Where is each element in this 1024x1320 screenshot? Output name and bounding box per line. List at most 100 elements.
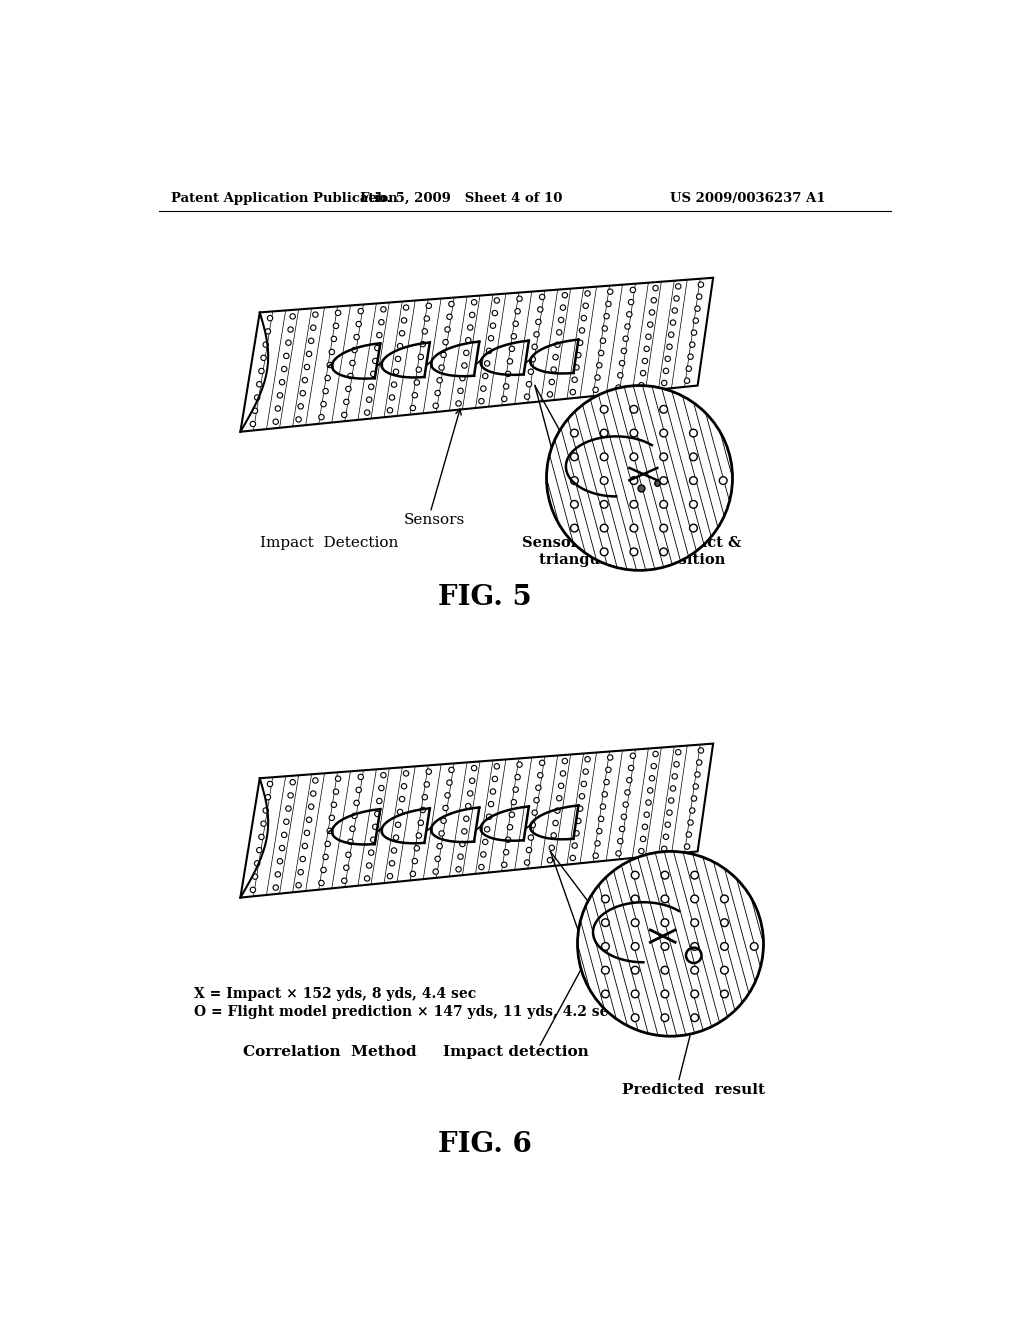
Circle shape	[667, 345, 672, 350]
Circle shape	[348, 374, 353, 379]
Circle shape	[647, 322, 653, 327]
Circle shape	[318, 880, 325, 886]
Circle shape	[572, 843, 578, 849]
Circle shape	[629, 300, 634, 305]
Circle shape	[623, 801, 629, 808]
Circle shape	[524, 393, 529, 400]
Circle shape	[517, 762, 522, 767]
Circle shape	[280, 845, 285, 851]
Circle shape	[538, 772, 543, 777]
Circle shape	[551, 367, 556, 372]
Circle shape	[444, 327, 451, 333]
Circle shape	[375, 812, 380, 817]
Circle shape	[327, 362, 333, 368]
Circle shape	[615, 385, 622, 391]
Circle shape	[439, 830, 444, 836]
Circle shape	[689, 808, 695, 813]
Circle shape	[617, 838, 623, 843]
Polygon shape	[241, 743, 713, 898]
Circle shape	[696, 760, 701, 766]
Circle shape	[365, 875, 370, 882]
Circle shape	[482, 374, 488, 379]
Circle shape	[631, 919, 639, 927]
Circle shape	[439, 364, 444, 371]
Text: FIG. 5: FIG. 5	[437, 583, 531, 611]
Circle shape	[257, 381, 262, 387]
Circle shape	[286, 341, 291, 346]
Circle shape	[600, 548, 608, 556]
Circle shape	[486, 348, 492, 354]
Circle shape	[549, 845, 555, 850]
Circle shape	[689, 477, 697, 484]
Circle shape	[631, 966, 639, 974]
Circle shape	[630, 405, 638, 413]
Text: Feb. 5, 2009   Sheet 4 of 10: Feb. 5, 2009 Sheet 4 of 10	[360, 191, 562, 205]
Circle shape	[630, 548, 638, 556]
Circle shape	[306, 817, 311, 822]
Circle shape	[420, 342, 426, 347]
Circle shape	[631, 942, 639, 950]
Circle shape	[662, 846, 667, 851]
Circle shape	[540, 760, 545, 766]
Circle shape	[379, 785, 384, 791]
Circle shape	[346, 387, 351, 392]
Circle shape	[547, 385, 732, 570]
Circle shape	[511, 334, 516, 339]
Circle shape	[302, 378, 307, 383]
Circle shape	[342, 878, 347, 883]
Circle shape	[261, 821, 266, 826]
Circle shape	[691, 871, 698, 879]
Circle shape	[721, 942, 728, 950]
Circle shape	[280, 380, 285, 385]
Circle shape	[528, 834, 534, 841]
Circle shape	[418, 354, 424, 359]
Circle shape	[509, 346, 515, 351]
Circle shape	[662, 942, 669, 950]
Circle shape	[325, 841, 331, 846]
Circle shape	[333, 323, 339, 329]
Circle shape	[365, 411, 370, 416]
Circle shape	[602, 326, 607, 331]
Circle shape	[321, 867, 327, 873]
Circle shape	[331, 803, 337, 808]
Circle shape	[651, 297, 656, 304]
Circle shape	[534, 331, 540, 337]
Circle shape	[284, 354, 289, 359]
Circle shape	[300, 391, 305, 396]
Circle shape	[597, 363, 602, 368]
Circle shape	[639, 383, 644, 388]
Circle shape	[620, 360, 625, 366]
Circle shape	[456, 867, 461, 873]
Circle shape	[582, 315, 587, 321]
Circle shape	[312, 777, 318, 783]
Circle shape	[575, 818, 581, 824]
Circle shape	[531, 345, 538, 350]
Circle shape	[557, 796, 562, 801]
Circle shape	[502, 862, 507, 867]
Circle shape	[304, 830, 309, 836]
Circle shape	[327, 828, 333, 833]
Circle shape	[416, 367, 422, 372]
Circle shape	[691, 990, 698, 998]
Circle shape	[310, 325, 316, 330]
Circle shape	[433, 403, 438, 408]
Circle shape	[323, 388, 329, 393]
Circle shape	[672, 308, 678, 313]
Circle shape	[312, 312, 318, 317]
Circle shape	[664, 368, 669, 374]
Circle shape	[604, 314, 609, 319]
Circle shape	[420, 808, 426, 813]
Circle shape	[640, 837, 646, 842]
Circle shape	[684, 378, 690, 383]
Circle shape	[433, 869, 438, 874]
Circle shape	[515, 309, 520, 314]
Circle shape	[595, 841, 600, 846]
Circle shape	[358, 775, 364, 780]
Circle shape	[306, 351, 311, 356]
Circle shape	[517, 296, 522, 301]
Circle shape	[531, 810, 538, 816]
Circle shape	[593, 387, 598, 392]
Circle shape	[601, 942, 609, 950]
Circle shape	[580, 327, 585, 333]
Circle shape	[252, 408, 258, 413]
